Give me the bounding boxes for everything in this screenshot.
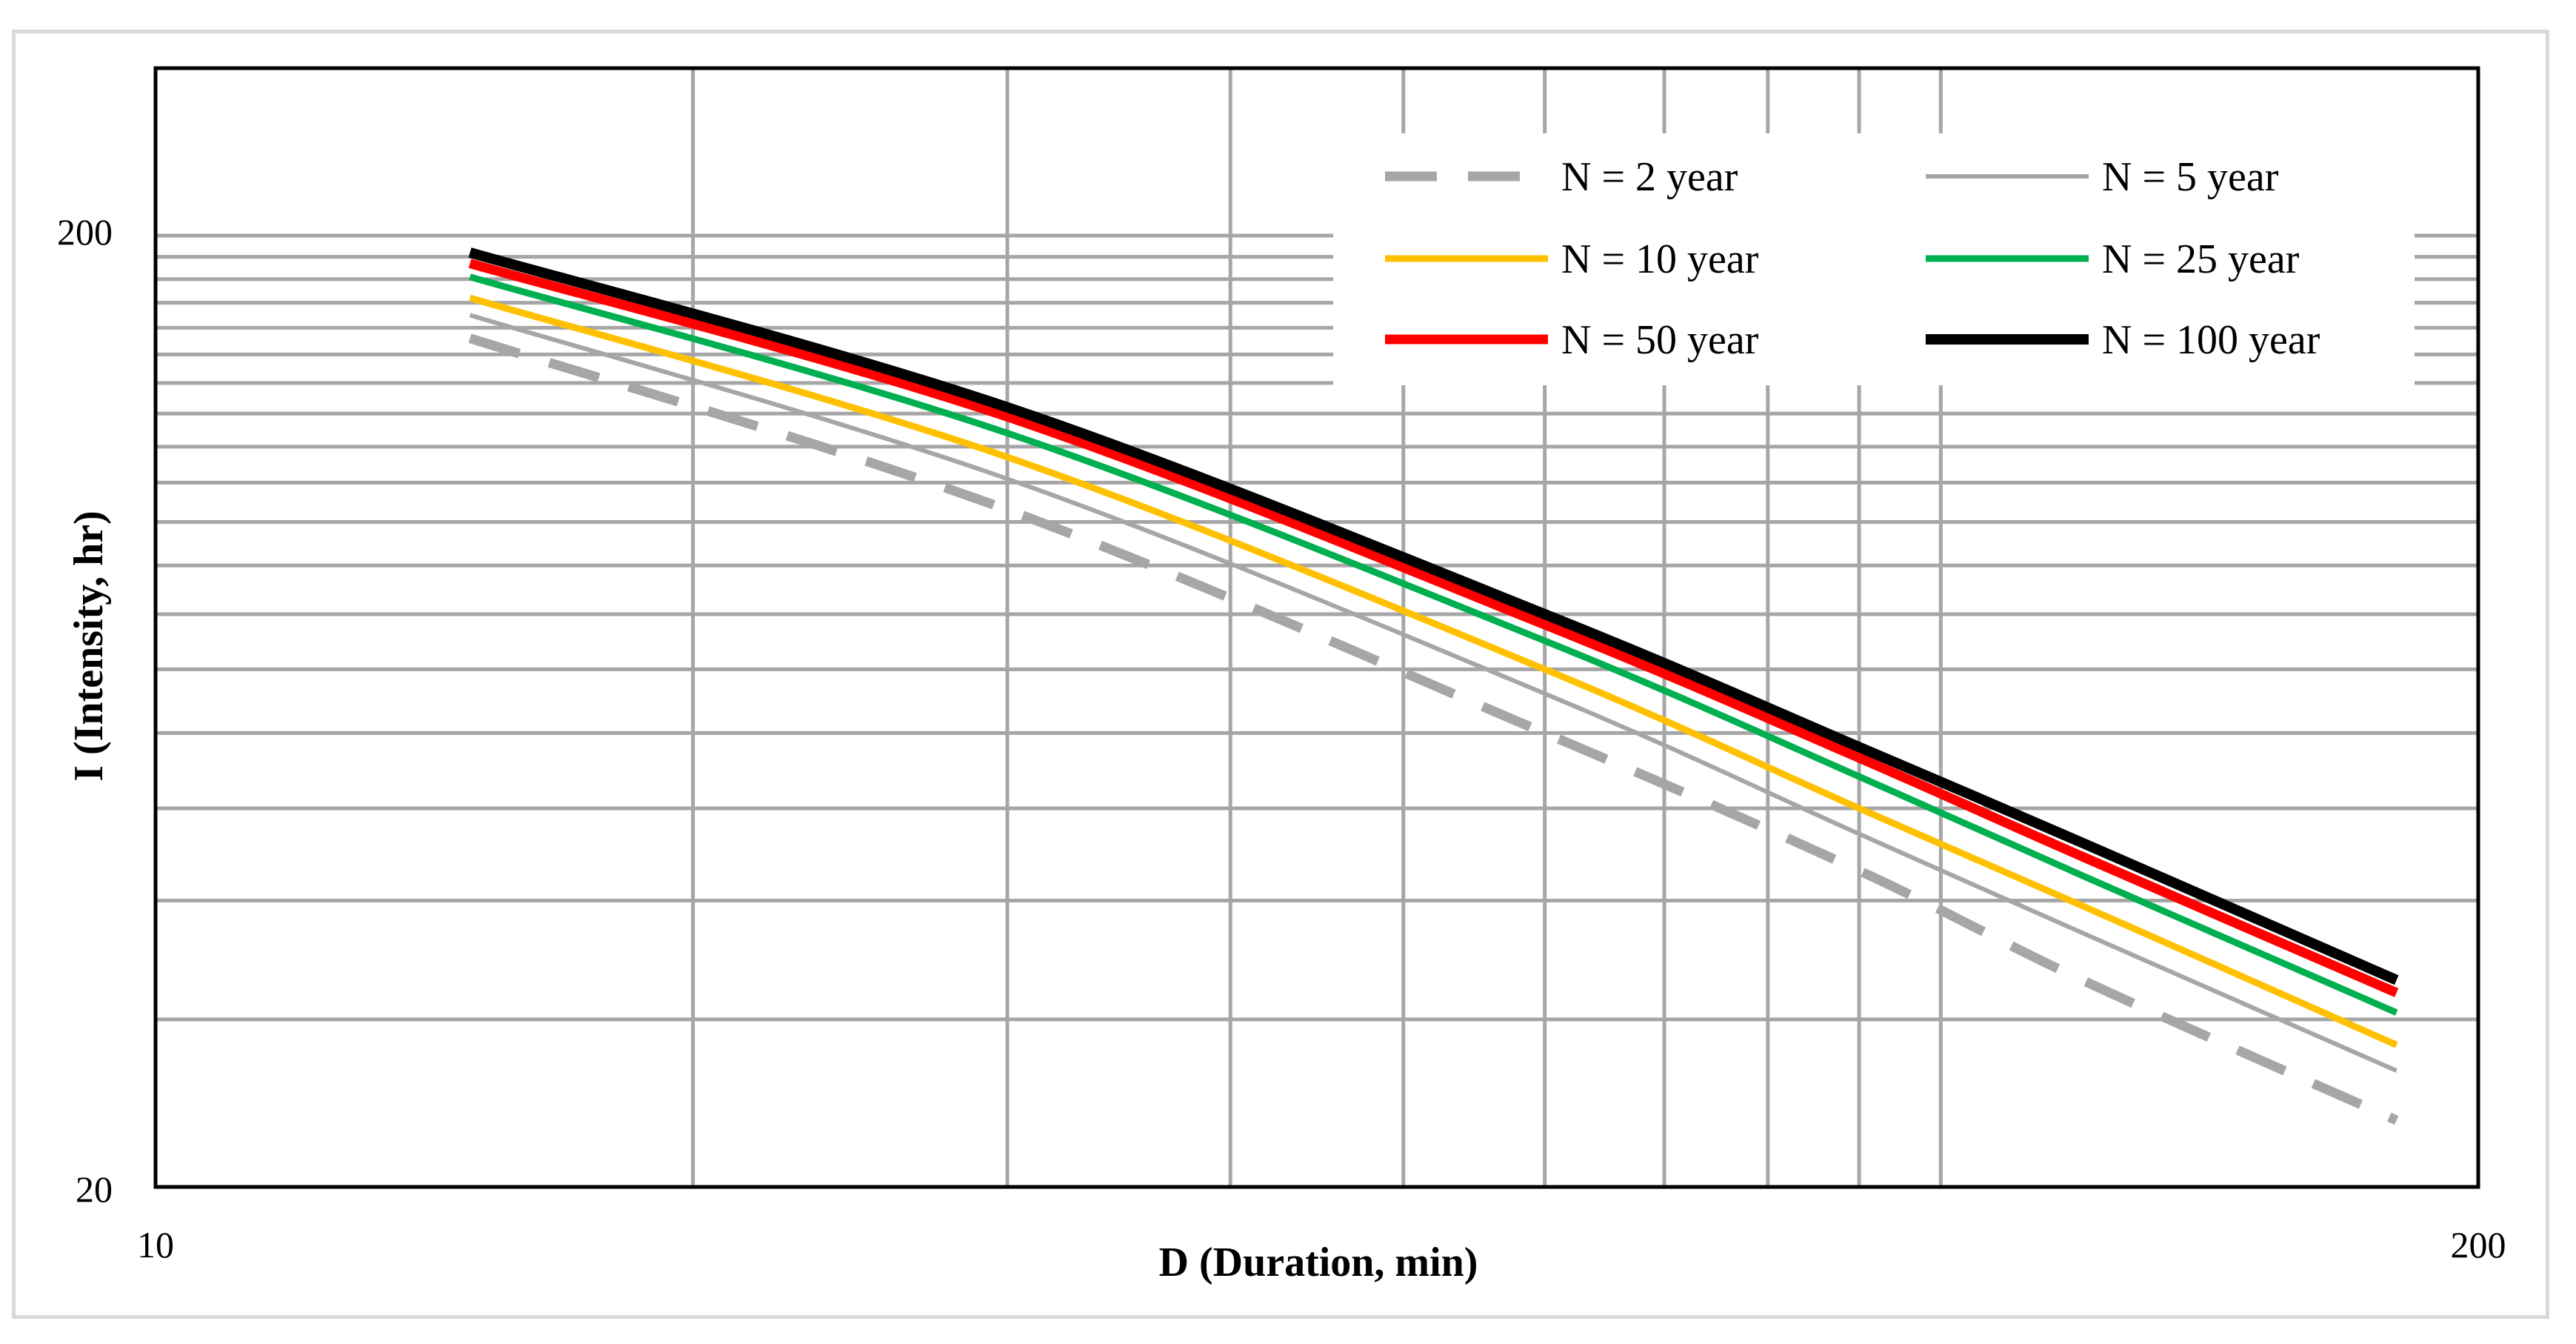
series-line-25-year xyxy=(469,273,2398,1016)
y-axis-title: I (Intensity, hr) xyxy=(66,510,112,782)
x-tick-label-left: 10 xyxy=(137,1224,174,1265)
legend: N = 2 year N = 5 year N = 10 year N = 25 ye… xyxy=(1333,133,2415,385)
y-tick-label-top: 200 xyxy=(57,211,113,253)
legend-label: N = 5 year xyxy=(2102,154,2279,200)
legend-label: N = 50 year xyxy=(1561,317,1759,363)
legend-label: N = 10 year xyxy=(1561,236,1759,282)
series-line-100-year xyxy=(468,247,2399,985)
legend-label: N = 2 year xyxy=(1561,154,1738,200)
series-line-50-year xyxy=(468,259,2399,997)
series-line-10-year xyxy=(469,294,2398,1048)
series-line-2-year xyxy=(468,333,2399,1125)
legend-label: N = 100 year xyxy=(2102,317,2320,363)
legend-label: N = 25 year xyxy=(2102,236,2300,282)
plot-area-border xyxy=(153,66,2480,1189)
series-line-5-year xyxy=(469,313,2398,1073)
series-lines xyxy=(468,247,2399,1125)
y-tick-label-bottom: 20 xyxy=(76,1168,113,1210)
x-axis-title: D (Duration, min) xyxy=(1159,1240,1478,1285)
x-tick-label-right: 200 xyxy=(2451,1224,2506,1265)
